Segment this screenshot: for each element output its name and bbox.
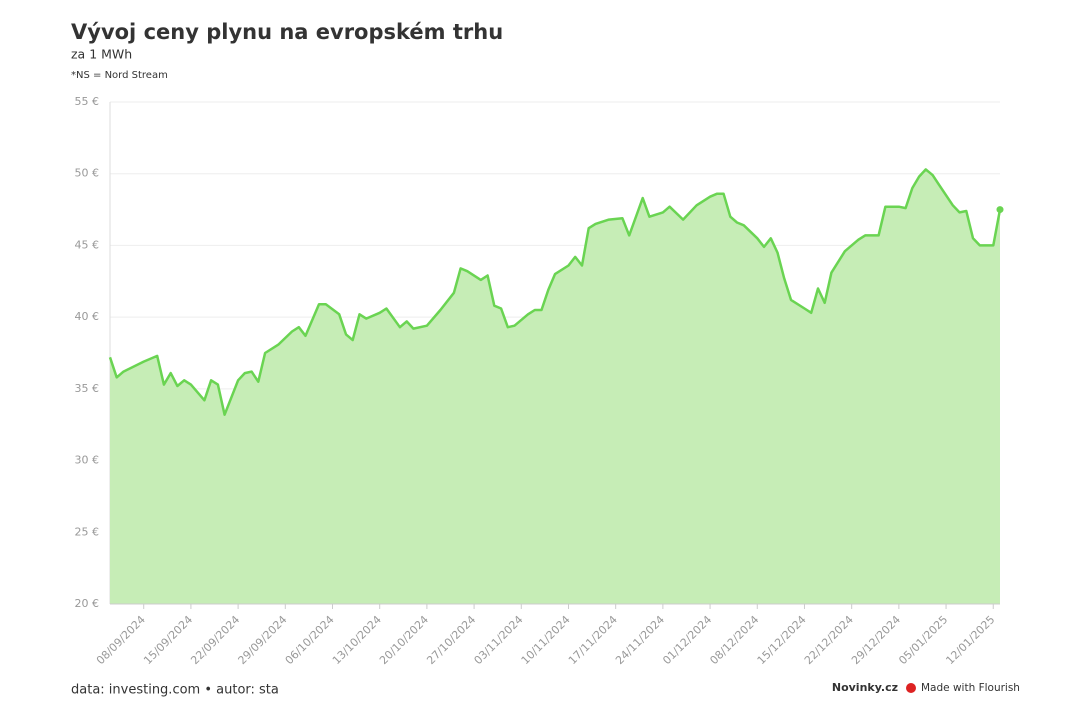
x-tick-label: 08/12/2024 [707, 613, 761, 667]
note: *NS = Nord Stream [71, 70, 168, 81]
x-tick-label: 29/09/2024 [236, 613, 290, 667]
x-tick-label: 22/09/2024 [188, 613, 242, 667]
x-tick-label: 03/11/2024 [472, 613, 526, 667]
brand: Novinky.cz [832, 681, 898, 694]
y-tick-label: 55 € [75, 95, 100, 108]
end-point [996, 206, 1004, 214]
y-tick-label: 40 € [75, 310, 100, 323]
x-tick-label: 29/12/2024 [849, 613, 903, 667]
x-tick-label: 15/09/2024 [141, 613, 195, 667]
x-tick-label: 13/10/2024 [330, 613, 384, 667]
x-tick-label: 17/11/2024 [566, 613, 620, 667]
x-tick-label: 15/12/2024 [755, 613, 809, 667]
y-tick-label: 25 € [75, 525, 100, 538]
credit: Made with Flourish [921, 682, 1020, 694]
subtitle: za 1 MWh [71, 47, 132, 62]
y-tick-label: 35 € [75, 382, 100, 395]
x-tick-label: 20/10/2024 [377, 613, 431, 667]
y-tick-label: 20 € [75, 597, 100, 610]
x-tick-label: 12/01/2025 [943, 613, 997, 667]
y-tick-label: 45 € [75, 238, 100, 251]
x-tick-label: 01/12/2024 [660, 613, 714, 667]
x-tick-label: 27/10/2024 [424, 613, 478, 667]
source: data: investing.com • autor: sta [71, 683, 279, 698]
line [108, 168, 1002, 416]
area [110, 169, 1000, 604]
y-tick-label: 50 € [75, 167, 100, 180]
x-tick-label: 24/11/2024 [613, 613, 667, 667]
x-tick-label: 05/01/2025 [896, 613, 950, 667]
chart-title: Vývoj ceny plynu na evropském trhu [71, 20, 503, 44]
x-tick-label: 06/10/2024 [283, 613, 337, 667]
y-tick-label: 30 € [75, 454, 100, 467]
x-tick-label: 08/09/2024 [94, 613, 148, 667]
x-tick-label: 10/11/2024 [519, 613, 573, 667]
flourish-icon [906, 683, 916, 693]
x-tick-label: 22/12/2024 [802, 613, 856, 667]
